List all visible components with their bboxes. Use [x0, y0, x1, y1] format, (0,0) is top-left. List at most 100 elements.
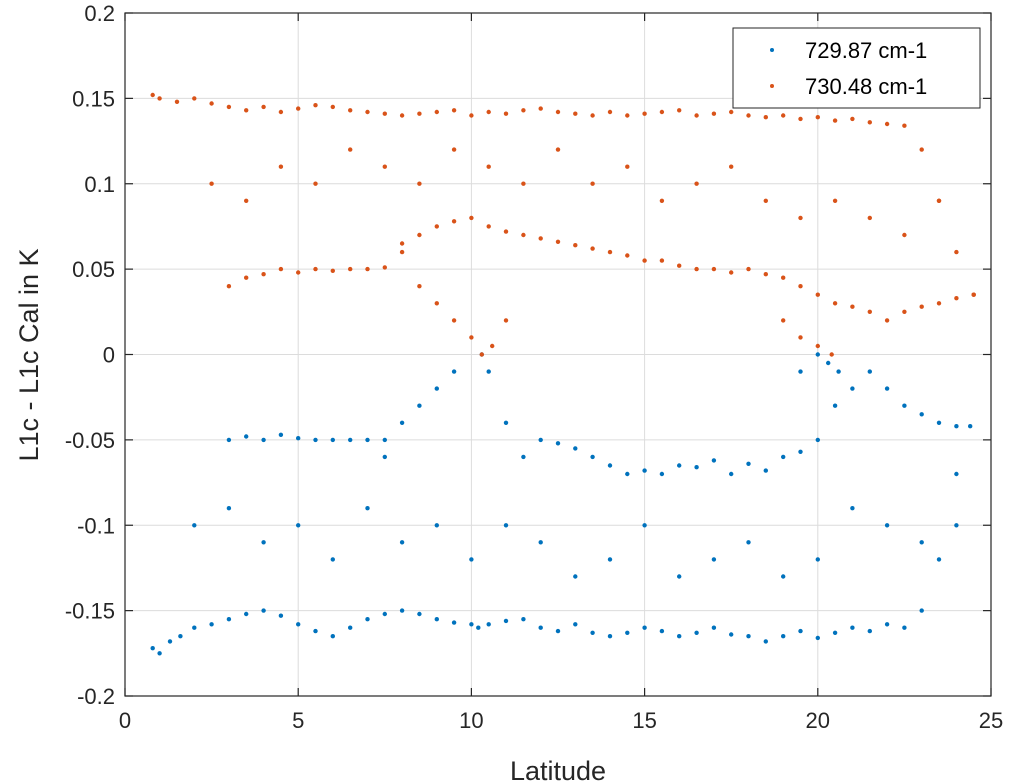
data-point	[919, 608, 924, 613]
x-tick-label: 25	[979, 708, 1003, 733]
data-points	[150, 92, 976, 656]
data-point	[278, 109, 284, 115]
data-point	[434, 109, 439, 115]
y-tick-label: 0.05	[72, 257, 115, 282]
data-point	[399, 420, 405, 425]
data-point	[677, 463, 682, 468]
data-point	[313, 628, 318, 634]
data-point	[451, 108, 457, 113]
data-point	[642, 523, 647, 528]
data-point	[711, 266, 717, 272]
data-point	[936, 557, 942, 562]
data-point	[798, 335, 803, 340]
data-point	[382, 454, 387, 460]
data-point	[729, 109, 734, 115]
data-point	[815, 352, 820, 357]
data-point	[313, 181, 318, 186]
data-point	[729, 270, 734, 275]
series-2	[150, 92, 976, 357]
data-point	[479, 352, 484, 357]
data-point	[348, 108, 353, 113]
data-point	[503, 618, 509, 624]
data-point	[313, 266, 318, 272]
data-point	[815, 115, 820, 120]
data-point	[954, 296, 959, 301]
data-point	[417, 232, 422, 238]
data-point	[244, 434, 249, 439]
data-point	[884, 523, 890, 528]
legend-marker-series-2	[770, 84, 774, 88]
data-point	[954, 471, 959, 477]
data-point	[296, 523, 301, 528]
data-point	[555, 109, 561, 115]
data-point	[399, 540, 405, 545]
data-point	[261, 104, 266, 110]
data-point	[954, 523, 959, 528]
data-point	[902, 123, 907, 128]
data-point	[226, 437, 232, 443]
data-point	[832, 630, 838, 635]
x-tick-label: 20	[806, 708, 830, 733]
x-tick-label: 15	[632, 708, 656, 733]
data-point	[763, 115, 768, 120]
data-point	[521, 617, 526, 622]
data-point	[486, 109, 491, 115]
data-point	[607, 634, 613, 639]
data-point	[226, 617, 232, 622]
data-point	[781, 454, 786, 460]
data-point	[451, 219, 457, 224]
data-point	[919, 540, 924, 545]
data-point	[763, 468, 768, 473]
data-point	[261, 608, 266, 613]
data-point	[555, 147, 561, 152]
data-point	[850, 386, 855, 391]
data-point	[954, 424, 959, 429]
y-tick-label: 0.2	[84, 1, 115, 26]
y-axis-label: L1c - L1c Cal in K	[14, 248, 44, 461]
data-point	[469, 215, 474, 221]
y-tick-label: -0.05	[65, 428, 115, 453]
data-point	[503, 318, 509, 323]
data-point	[867, 215, 872, 221]
data-point	[832, 118, 838, 123]
data-point	[417, 111, 422, 116]
data-point	[469, 622, 474, 627]
y-tick-label: -0.2	[77, 684, 115, 709]
data-point	[555, 239, 561, 244]
data-point	[677, 108, 682, 113]
data-point	[590, 630, 595, 635]
data-point	[382, 437, 387, 443]
data-point	[902, 625, 907, 630]
data-point	[244, 108, 249, 113]
data-point	[902, 232, 907, 238]
data-point	[538, 540, 543, 545]
data-point	[555, 441, 561, 446]
data-point	[365, 266, 370, 272]
data-point	[503, 523, 509, 528]
data-point	[434, 301, 439, 306]
data-point	[729, 164, 734, 169]
data-point	[382, 611, 387, 617]
data-point	[399, 249, 405, 255]
data-point	[832, 403, 838, 408]
data-point	[244, 275, 249, 280]
data-point	[642, 258, 647, 263]
data-point	[850, 506, 855, 511]
data-point	[365, 109, 370, 115]
legend: 729.87 cm-1 730.48 cm-1	[732, 27, 981, 109]
data-point	[884, 386, 890, 391]
data-point	[244, 198, 249, 203]
data-point	[330, 104, 335, 110]
data-point	[625, 630, 630, 635]
data-point	[798, 369, 803, 374]
y-tick-labels: -0.2 -0.15 -0.1 -0.05 0 0.05 0.1 0.15 0.2	[65, 1, 115, 709]
data-point	[434, 523, 439, 528]
data-point	[746, 266, 751, 272]
data-point	[226, 506, 232, 511]
data-point	[954, 249, 959, 255]
data-point	[625, 113, 630, 118]
x-tick-labels: 0 5 10 15 20 25	[119, 708, 1003, 733]
data-point	[936, 420, 942, 425]
data-point	[607, 249, 613, 255]
